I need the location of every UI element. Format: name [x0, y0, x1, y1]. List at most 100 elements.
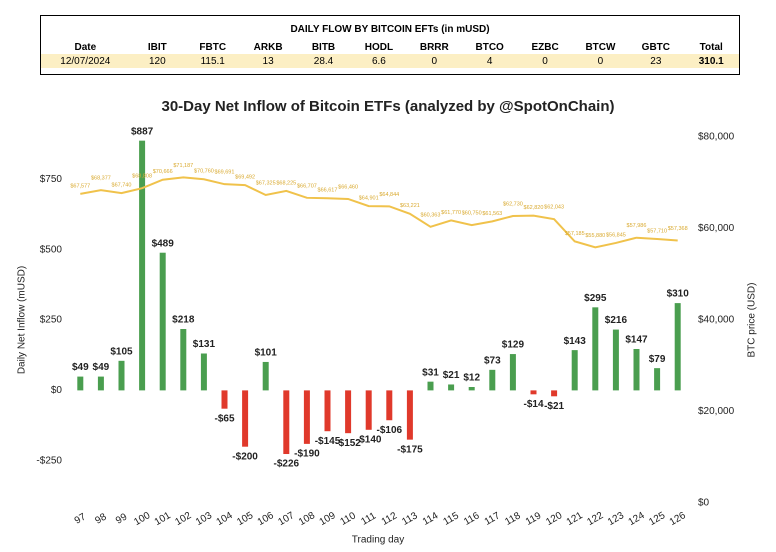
x-tick-label: 110	[339, 510, 359, 528]
bar-value-label: -$65	[214, 413, 234, 424]
bar	[448, 384, 455, 391]
flow-table: DAILY FLOW BY BITCOIN EFTs (in mUSD) Dat…	[40, 15, 740, 75]
x-tick-label: 112	[380, 510, 400, 528]
price-label: $68,225	[276, 180, 296, 186]
bar	[262, 361, 269, 391]
price-label: $71,187	[173, 163, 193, 169]
bar	[509, 354, 516, 391]
price-label: $69,492	[235, 175, 255, 181]
table-cell: 310.1	[698, 55, 724, 67]
x-tick-label: 117	[483, 510, 503, 528]
bar-value-label: $129	[502, 340, 525, 351]
bar	[551, 390, 558, 397]
price-label: $66,617	[318, 188, 338, 194]
x-tick-label: 125	[647, 510, 667, 528]
bar-value-label: $218	[172, 315, 195, 326]
bar-value-label: $79	[649, 354, 666, 365]
bar	[654, 368, 661, 391]
bar	[571, 350, 578, 391]
bar	[200, 353, 207, 391]
price-label: $67,325	[256, 180, 276, 186]
x-tick-label: 99	[114, 511, 130, 526]
column-header: Date	[74, 41, 97, 53]
bar-value-label: $295	[584, 293, 607, 304]
table-row: 12/07/2024 120 115.1 13 28.4 6.6 0 4 0 0 23 310.1	[41, 54, 739, 68]
price-line	[80, 176, 678, 249]
price-label: $62,820	[524, 205, 544, 211]
bar	[592, 307, 599, 391]
column-header: FBTC	[199, 41, 227, 53]
column-header: GBTC	[641, 41, 671, 53]
bar-value-label: $49	[72, 362, 89, 373]
column-header: BRRR	[419, 41, 449, 53]
bar	[97, 376, 104, 391]
bar-value-label: -$21	[544, 401, 564, 412]
column-header: IBIT	[147, 41, 167, 53]
price-label: $62,730	[503, 201, 523, 207]
bar-value-label: -$152	[335, 438, 361, 449]
y2-tick-label: $40,000	[698, 315, 735, 326]
bar-value-label: -$106	[377, 425, 403, 436]
x-tick-label: 111	[359, 510, 378, 527]
y-tick-label: -$250	[36, 455, 62, 466]
x-tick-label: 120	[544, 510, 564, 528]
bar	[674, 303, 681, 391]
price-label: $63,221	[400, 203, 420, 209]
bar	[221, 390, 228, 409]
bar	[633, 348, 640, 391]
price-label: $60,363	[421, 212, 441, 218]
bar	[159, 252, 166, 391]
bar	[365, 390, 372, 430]
price-label: $64,844	[379, 192, 399, 198]
x-tick-label: 114	[421, 510, 441, 528]
bar-value-label: -$14	[523, 399, 543, 410]
x-tick-label: 124	[627, 510, 647, 528]
bar	[386, 390, 393, 421]
y-axis-label: Daily Net Inflow (mUSD)	[17, 266, 28, 374]
y-tick-label: $0	[51, 385, 63, 396]
bar-value-label: $49	[93, 362, 110, 373]
bar-value-label: -$200	[232, 451, 258, 462]
price-label: $62,043	[544, 205, 564, 211]
table-cell: 13	[262, 55, 274, 67]
x-tick-label: 118	[503, 510, 523, 528]
bar-value-label: $101	[255, 348, 278, 359]
price-label: $68,377	[91, 176, 111, 182]
bar	[283, 390, 290, 455]
column-header: Total	[699, 41, 723, 53]
bar-value-label: $216	[605, 315, 628, 326]
x-tick-label: 123	[606, 510, 626, 528]
table-cell: 115.1	[200, 55, 225, 67]
table-cell: 0	[431, 55, 438, 67]
x-tick-label: 119	[524, 510, 544, 528]
x-tick-label: 109	[318, 510, 338, 528]
x-tick-label: 116	[462, 510, 482, 528]
price-label: $56,845	[606, 232, 626, 238]
price-label: $67,577	[70, 183, 90, 189]
table-cell: 0	[597, 55, 604, 67]
y2-tick-label: $0	[698, 498, 710, 509]
bar	[324, 390, 331, 432]
x-tick-label: 105	[235, 510, 255, 528]
x-tick-label: 121	[565, 510, 585, 528]
column-header: BITB	[311, 41, 336, 53]
x-axis-label: Trading day	[352, 535, 404, 546]
bar	[427, 381, 434, 391]
price-label: $55,880	[585, 233, 605, 239]
bar-value-label: $21	[443, 370, 460, 381]
bar	[406, 390, 413, 440]
x-tick-label: 101	[153, 510, 173, 528]
y2-tick-label: $60,000	[698, 223, 735, 234]
price-label: $69,691	[215, 170, 235, 176]
y2-tick-label: $80,000	[698, 132, 735, 143]
table-cell: 120	[148, 55, 166, 67]
bar-value-label: $12	[463, 373, 480, 384]
y-tick-label: $250	[40, 315, 63, 326]
x-tick-label: 126	[668, 510, 688, 528]
bar-value-label: $73	[484, 355, 501, 366]
column-header: ARKB	[253, 41, 283, 53]
bar	[530, 390, 537, 395]
y-tick-label: $500	[40, 244, 63, 255]
price-label: $57,986	[627, 223, 647, 229]
price-label: $66,460	[338, 184, 358, 190]
